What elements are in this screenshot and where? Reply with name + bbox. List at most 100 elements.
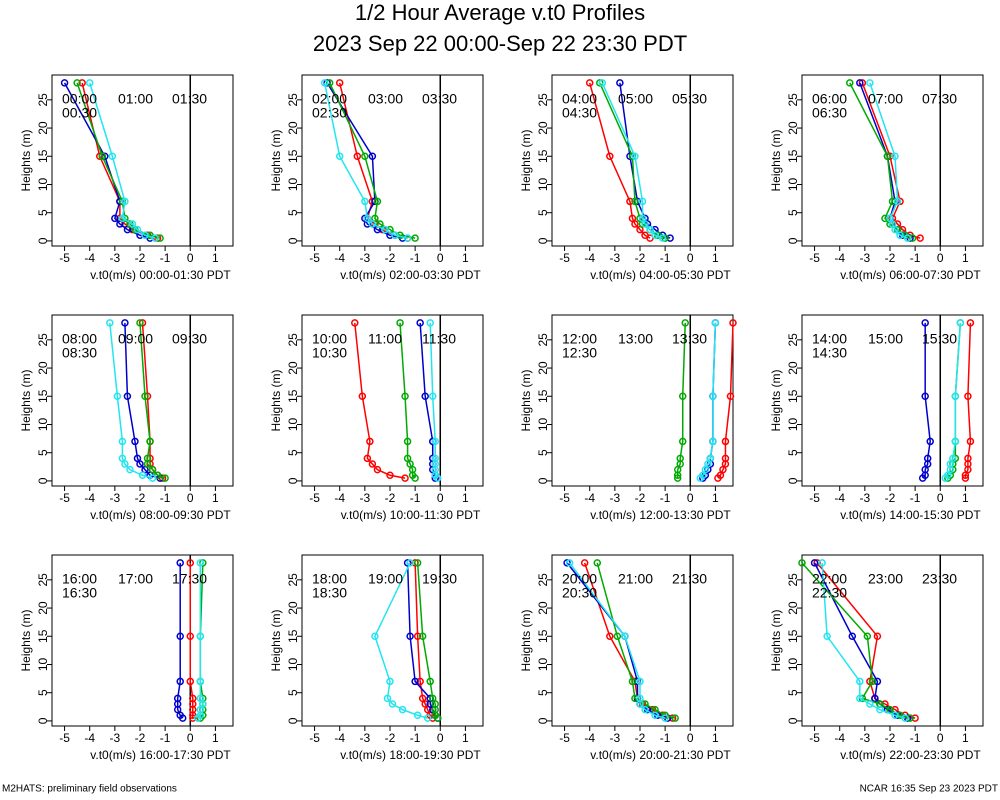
profile-point — [143, 454, 152, 463]
y-tick-label: 15 — [36, 389, 50, 403]
profile-point — [176, 632, 184, 641]
y-tick-label: 15 — [36, 629, 50, 643]
legend-label: 03:00 — [368, 91, 403, 107]
legend-label: 22:00 — [812, 571, 847, 587]
profile-point — [848, 632, 857, 641]
legend-label: 12:00 — [562, 331, 597, 347]
profile-point — [856, 79, 864, 87]
legend-label: 15:30 — [922, 331, 957, 347]
legend-label: 02:00 — [312, 91, 347, 107]
y-tick-label: 10 — [36, 417, 50, 431]
y-axis-label: Heights (m) — [19, 129, 33, 191]
y-tick-label: 25 — [536, 573, 550, 587]
profile-point — [651, 711, 659, 720]
x-tick-label: 0 — [687, 491, 694, 505]
profile-line — [861, 82, 921, 239]
legend-label: 13:00 — [618, 331, 653, 347]
y-tick-label: 25 — [286, 333, 300, 347]
profile-point — [908, 234, 917, 242]
profile-point — [964, 454, 972, 463]
y-axis-label: Heights (m) — [19, 609, 33, 671]
y-axis-label: Heights (m) — [269, 609, 283, 671]
profile-point — [856, 694, 864, 703]
y-tick-label: 0 — [536, 237, 550, 244]
x-tick-label: -5 — [559, 251, 570, 265]
x-axis-label: v.t0(m/s) 20:00-21:30 PDT — [590, 748, 731, 762]
y-tick-label: 0 — [286, 717, 300, 724]
legend-label: 16:00 — [62, 571, 97, 587]
profile-point — [413, 711, 422, 720]
y-tick-label: 25 — [786, 573, 800, 587]
legend-label: 07:30 — [922, 91, 957, 107]
profile-point — [428, 392, 437, 401]
x-tick-label: -5 — [59, 251, 70, 265]
profile-point — [721, 454, 730, 463]
profile-point — [818, 559, 826, 567]
profile-point — [426, 677, 434, 686]
profile-point — [873, 677, 882, 686]
profile-point — [186, 632, 195, 641]
profile-line — [354, 322, 406, 479]
y-tick-label: 15 — [536, 149, 550, 163]
x-axis-label: v.t0(m/s) 04:00-05:30 PDT — [590, 268, 731, 282]
legend-label: 23:00 — [868, 571, 903, 587]
profile-point — [196, 694, 205, 703]
profile-point — [423, 714, 432, 722]
profile-point — [186, 559, 195, 567]
x-tick-label: -3 — [360, 491, 371, 505]
profile-point — [325, 79, 334, 87]
x-tick-label: -5 — [59, 731, 70, 745]
chart-subtitle: 2023 Sep 22 00:00-Sep 22 23:30 PDT — [313, 31, 687, 56]
x-tick-label: -5 — [59, 491, 70, 505]
plot-frame — [301, 314, 484, 487]
profile-point — [411, 677, 419, 686]
x-axis-label: v.t0(m/s) 22:00-23:30 PDT — [840, 748, 981, 762]
y-tick-label: 20 — [36, 121, 50, 135]
y-tick-label: 20 — [786, 361, 800, 375]
legend-label: 08:00 — [62, 331, 97, 347]
profile-point — [565, 559, 574, 567]
y-tick-label: 5 — [786, 449, 800, 456]
x-axis-label: v.t0(m/s) 08:00-09:30 PDT — [90, 508, 231, 522]
x-tick-label: -2 — [135, 491, 146, 505]
profile-point — [666, 234, 674, 242]
x-tick-label: -2 — [385, 491, 396, 505]
profile-point — [726, 392, 735, 401]
x-tick-label: -4 — [84, 251, 95, 265]
profile-point — [636, 694, 644, 703]
legend-label: 03:30 — [422, 91, 457, 107]
legend-label: 04:30 — [562, 105, 597, 121]
profile-point — [638, 197, 647, 206]
chart-title: 1/2 Hour Average v.t0 Profiles — [355, 0, 645, 25]
profile-point — [891, 711, 899, 720]
x-tick-label: -4 — [834, 731, 845, 745]
profile-point — [641, 705, 649, 714]
y-axis-label: Heights (m) — [519, 129, 533, 191]
profile-point — [881, 214, 889, 223]
x-tick-label: -1 — [160, 491, 171, 505]
profile-point — [388, 700, 397, 708]
y-tick-label: 10 — [786, 417, 800, 431]
profile-point — [711, 319, 720, 327]
profile-point — [631, 694, 639, 703]
x-tick-label: -3 — [360, 731, 371, 745]
profile-point — [856, 677, 864, 686]
profile-point — [85, 79, 94, 87]
x-axis-label: v.t0(m/s) 12:00-13:30 PDT — [590, 508, 731, 522]
legend-label: 00:00 — [62, 91, 97, 107]
x-tick-label: 1 — [712, 731, 719, 745]
profile-point — [628, 677, 637, 686]
legend-label: 13:30 — [672, 331, 707, 347]
profile-point — [911, 714, 919, 722]
profile-point — [891, 152, 899, 161]
x-tick-label: -4 — [334, 491, 345, 505]
profile-point — [403, 437, 412, 446]
legend-label: 10:00 — [312, 331, 347, 347]
x-tick-label: -1 — [660, 251, 671, 265]
legend-label: 06:30 — [812, 105, 847, 121]
legend-label: 01:00 — [118, 91, 153, 107]
profile-point — [78, 79, 86, 87]
profile-line — [813, 562, 908, 719]
profile-point — [598, 79, 607, 87]
profile-point — [113, 392, 122, 401]
